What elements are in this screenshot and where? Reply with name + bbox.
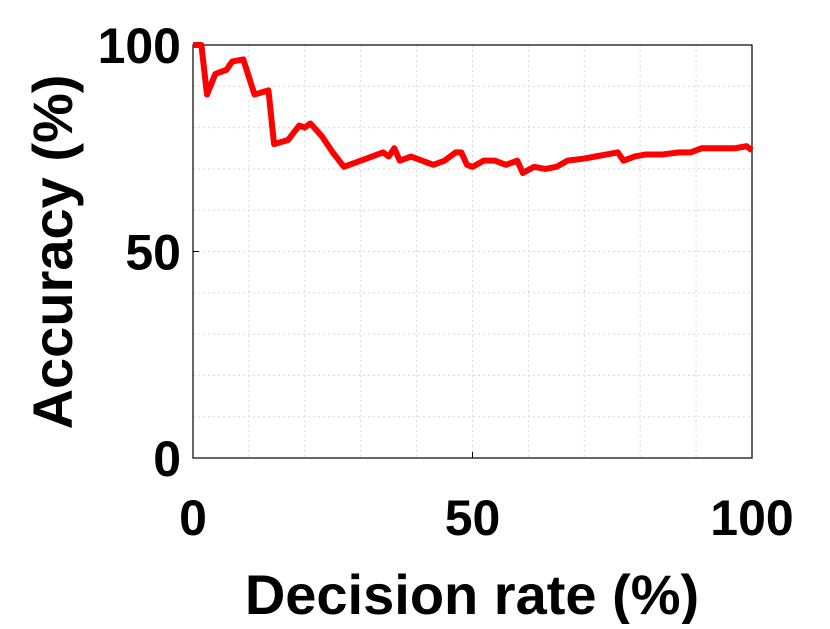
plot-frame (192, 44, 753, 459)
y-axis-label: Accuracy (%) (21, 75, 84, 430)
y-tick-label: 50 (125, 225, 181, 281)
y-tick-label: 0 (153, 431, 181, 487)
y-tick-label: 100 (98, 18, 181, 74)
x-tick-label: 50 (445, 490, 501, 546)
x-axis-label: Decision rate (%) (245, 563, 699, 624)
x-tick-label: 100 (710, 490, 793, 546)
x-tick-label: 0 (179, 490, 207, 546)
data-line (193, 42, 754, 177)
